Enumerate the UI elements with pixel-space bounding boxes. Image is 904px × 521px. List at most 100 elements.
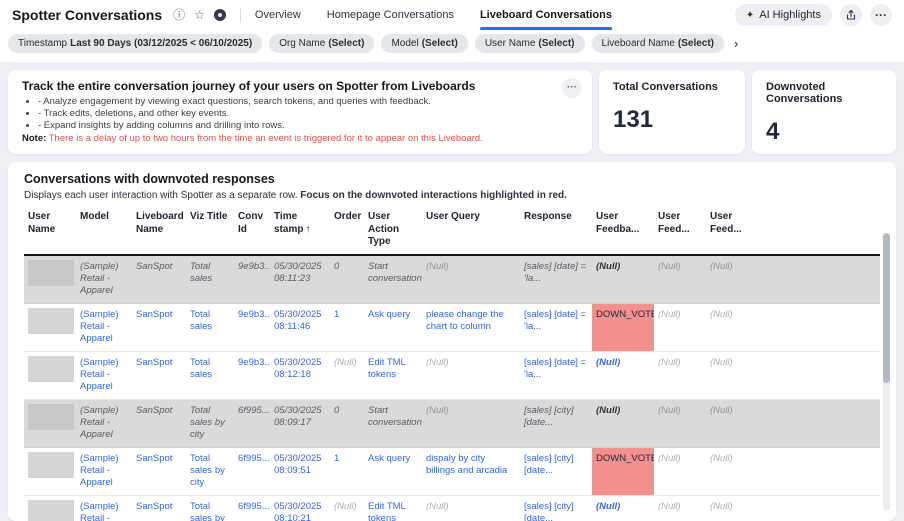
cell-model[interactable]: (Sample) Retail - Apparel (76, 495, 132, 521)
cell-response[interactable]: [sales] [date] = 'la... (520, 303, 592, 352)
chevron-right-icon[interactable]: › (734, 36, 739, 51)
cell-model[interactable]: (Sample) Retail - Apparel (76, 303, 132, 352)
cell-feedback[interactable]: (Null) (592, 495, 654, 521)
cell-action[interactable]: Edit TML tokens (364, 495, 422, 521)
cell-liveboard[interactable]: SanSpot (132, 303, 186, 352)
cell-liveboard[interactable]: SanSpot (132, 399, 186, 448)
column-header-user-feed[interactable]: User Feed... (654, 209, 706, 256)
cell-conv-id[interactable]: 9e9b3... (234, 303, 270, 352)
cell-feed2: (Null) (654, 447, 706, 496)
top-actions: ✦ AI Highlights ··· (734, 4, 892, 26)
more-button[interactable]: ··· (870, 4, 892, 26)
column-header-conv-id[interactable]: Conv Id (234, 209, 270, 256)
info-bullet: - Track edits, deletions, and other key … (38, 108, 578, 119)
cell-feedback[interactable]: (Null) (592, 399, 654, 448)
cell-query[interactable]: please change the chart to column (422, 303, 520, 352)
tab-homepage-conversations[interactable]: Homepage Conversations (326, 9, 454, 21)
cell-liveboard[interactable]: SanSpot (132, 254, 186, 304)
cell-order[interactable]: 1 (330, 447, 364, 496)
cell-conv-id[interactable]: 6f995... (234, 495, 270, 521)
cell-feedback[interactable]: DOWN_VOTE (592, 447, 654, 496)
filter-chip-timestamp[interactable]: Timestamp Last 90 Days (03/12/2025 < 06/1… (8, 34, 263, 53)
column-header-response[interactable]: Response (520, 209, 592, 256)
column-header-user-name[interactable]: User Name (24, 209, 76, 256)
cell-feedback[interactable]: (Null) (592, 254, 654, 304)
tab-overview[interactable]: Overview (254, 9, 301, 21)
cell-response[interactable]: [sales] [date] = 'la... (520, 254, 592, 304)
column-header-liveboard-name[interactable]: Liveboard Name (132, 209, 186, 256)
cell-viz-title[interactable]: Total sales by city (186, 447, 234, 496)
cell-response[interactable]: [sales] [city] [date... (520, 495, 592, 521)
filter-chip-user-name[interactable]: User Name (Select) (474, 34, 585, 53)
cell-viz-title[interactable]: Total sales (186, 303, 234, 352)
cell-order[interactable]: 0 (330, 399, 364, 448)
cell-response[interactable]: [sales] [city] [date... (520, 447, 592, 496)
cell-conv-id[interactable]: 6f995... (234, 447, 270, 496)
cell-conv-id[interactable]: 6f995... (234, 399, 270, 448)
sort-asc-icon[interactable]: ↑ (305, 223, 311, 235)
cell-model[interactable]: (Sample) Retail - Apparel (76, 351, 132, 400)
scrollbar-thumb[interactable] (883, 233, 890, 383)
cell-order[interactable]: 0 (330, 254, 364, 304)
cell-ts[interactable]: 05/30/2025 08:10:21 (270, 495, 330, 521)
cell-response[interactable]: [sales] [date] = 'la... (520, 351, 592, 400)
share-icon (846, 9, 856, 20)
cell-action[interactable]: Start conversation (364, 254, 422, 304)
cell-query[interactable]: dispaly by city billings and arcadia (422, 447, 520, 496)
column-header-model[interactable]: Model (76, 209, 132, 256)
cell-user-name (24, 303, 76, 352)
column-header-viz-title[interactable]: Viz Title (186, 209, 234, 256)
column-header-order[interactable]: Order (330, 209, 364, 256)
cell-conv-id[interactable]: 9e9b3... (234, 254, 270, 304)
cell-feedback[interactable]: DOWN_VOTE (592, 303, 654, 352)
filter-chip-liveboard-name[interactable]: Liveboard Name (Select) (591, 34, 725, 53)
cell-viz-title[interactable]: Total sales by city (186, 495, 234, 521)
column-header-user-action-type[interactable]: User Action Type (364, 209, 422, 256)
cell-ts[interactable]: 05/30/2025 08:11:23 (270, 254, 330, 304)
cell-response[interactable]: [sales] [city] [date... (520, 399, 592, 448)
info-more-button[interactable]: ··· (562, 78, 582, 98)
star-icon[interactable]: ☆ (194, 8, 205, 22)
info-icon[interactable]: ⓘ (173, 8, 186, 22)
table-title: Conversations with downvoted responses (24, 172, 275, 186)
cell-liveboard[interactable]: SanSpot (132, 495, 186, 521)
tab-liveboard-conversations[interactable]: Liveboard Conversations (479, 0, 613, 30)
kpi-downvoted-conversations: Downvoted Conversations 4 (752, 70, 896, 154)
cell-model[interactable]: (Sample) Retail - Apparel (76, 399, 132, 448)
lock-icon[interactable] (213, 9, 226, 21)
cell-model[interactable]: (Sample) Retail - Apparel (76, 447, 132, 496)
share-button[interactable] (840, 4, 862, 26)
cell-ts[interactable]: 05/30/2025 08:09:17 (270, 399, 330, 448)
ai-highlights-button[interactable]: ✦ AI Highlights (734, 4, 832, 26)
column-header-user-feedba[interactable]: User Feedba... (592, 209, 654, 256)
cell-action[interactable]: Ask query (364, 303, 422, 352)
title-icons: ⓘ ☆ (173, 9, 226, 21)
column-header-user-feed[interactable]: User Feed... (706, 209, 762, 256)
cell-model[interactable]: (Sample) Retail - Apparel (76, 254, 132, 304)
cell-order[interactable]: 1 (330, 303, 364, 352)
cell-viz-title[interactable]: Total sales (186, 351, 234, 400)
cell-feedback[interactable]: (Null) (592, 351, 654, 400)
cell-ts[interactable]: 05/30/2025 08:12:18 (270, 351, 330, 400)
cell-conv-id[interactable]: 9e9b3... (234, 351, 270, 400)
cell-viz-title[interactable]: Total sales by city (186, 399, 234, 448)
column-header-time-stamp[interactable]: Time stamp ↑ (270, 209, 330, 256)
cell-action[interactable]: Edit TML tokens (364, 351, 422, 400)
cell-ts[interactable]: 05/30/2025 08:09:51 (270, 447, 330, 496)
filter-chip-org-name[interactable]: Org Name (Select) (269, 34, 375, 53)
filter-chip-model[interactable]: Model (Select) (381, 34, 468, 53)
column-header-user-query[interactable]: User Query (422, 209, 520, 256)
cell-ts[interactable]: 05/30/2025 08:11:46 (270, 303, 330, 352)
cell-liveboard[interactable]: SanSpot (132, 351, 186, 400)
table-scrollbar[interactable] (883, 233, 890, 511)
cell-liveboard[interactable]: SanSpot (132, 447, 186, 496)
cell-action[interactable]: Ask query (364, 447, 422, 496)
cell-viz-title[interactable]: Total sales (186, 254, 234, 304)
cell-action[interactable]: Start conversation (364, 399, 422, 448)
